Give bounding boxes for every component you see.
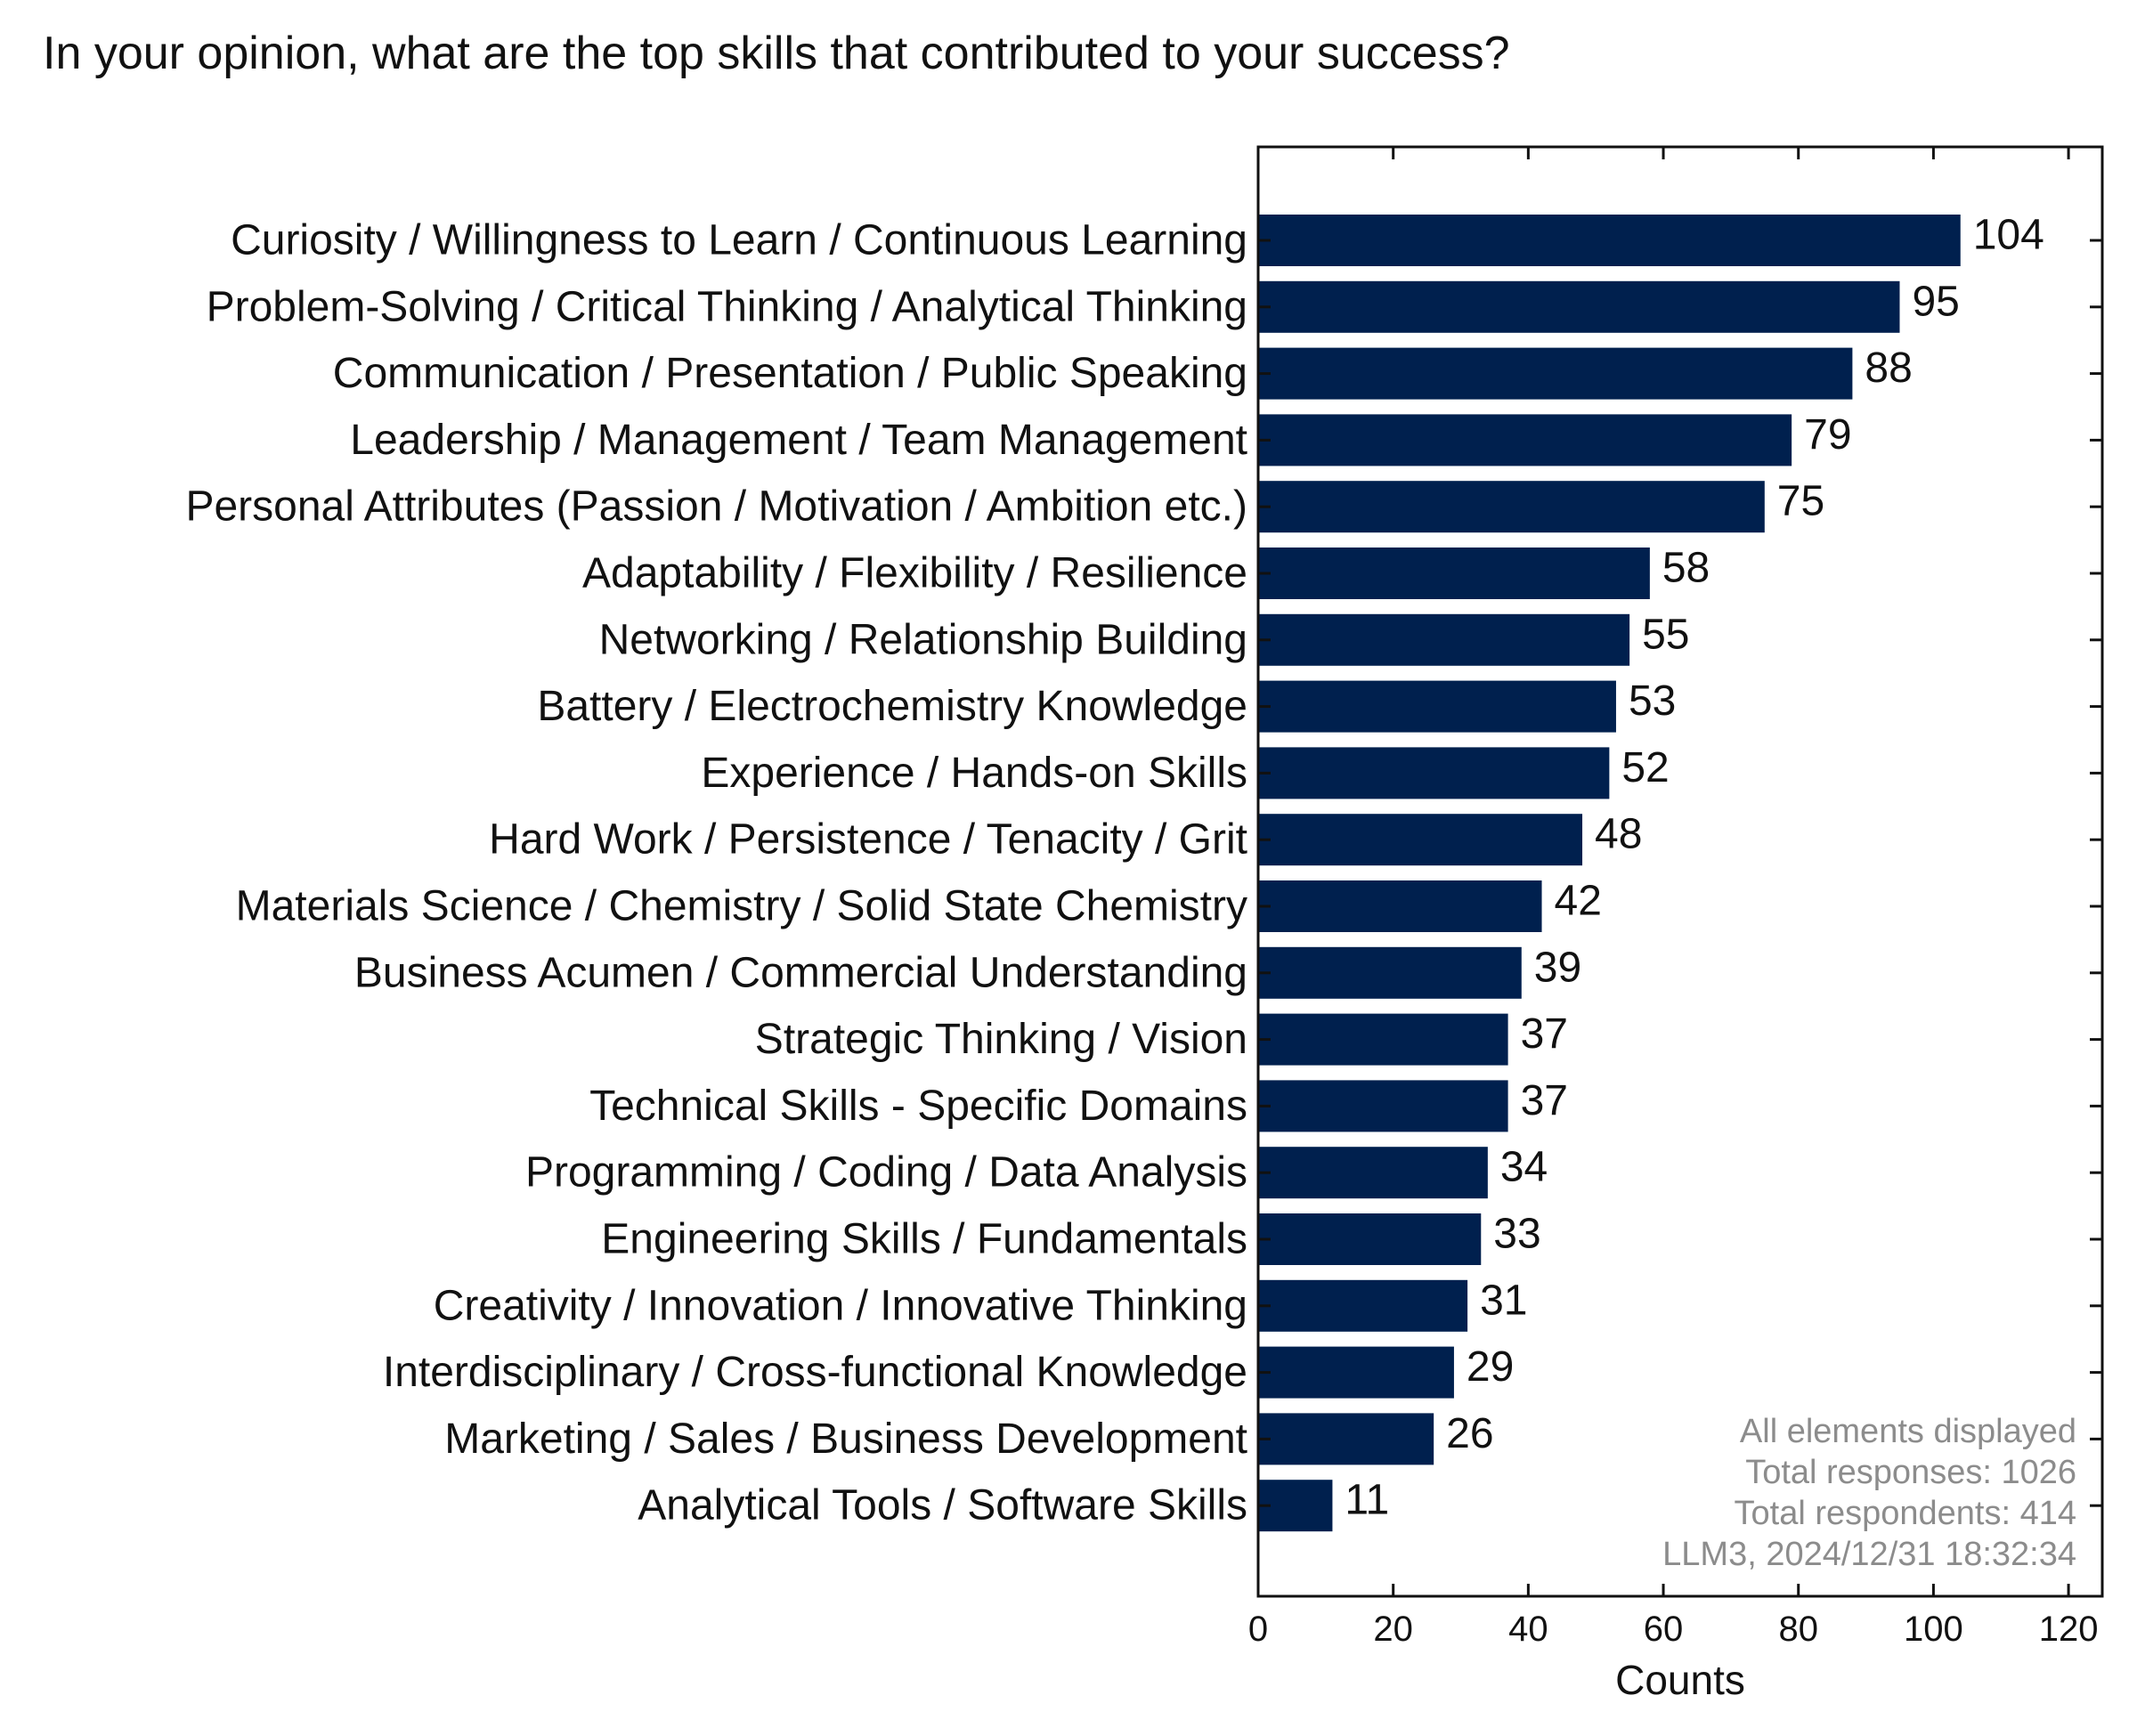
value-label: 29 xyxy=(1467,1343,1514,1391)
value-label: 37 xyxy=(1521,1010,1568,1058)
category-label: Business Acumen / Commercial Understandi… xyxy=(354,949,1247,996)
bar xyxy=(1258,548,1650,599)
category-label: Battery / Electrochemistry Knowledge xyxy=(537,683,1247,730)
chart-title: In your opinion, what are the top skills… xyxy=(43,28,1510,79)
bar xyxy=(1258,481,1765,533)
category-labels: Curiosity / Willingness to Learn / Conti… xyxy=(185,217,1247,1529)
bar xyxy=(1258,347,1853,400)
category-label: Technical Skills - Specific Domains xyxy=(589,1083,1247,1130)
category-label: Curiosity / Willingness to Learn / Conti… xyxy=(231,217,1247,264)
bar xyxy=(1258,280,1900,333)
category-label: Analytical Tools / Software Skills xyxy=(638,1482,1247,1529)
category-label: Interdisciplinary / Cross-functional Kno… xyxy=(383,1349,1247,1396)
value-label: 37 xyxy=(1521,1077,1568,1124)
x-tick-label: 0 xyxy=(1248,1610,1268,1649)
x-tick-label: 20 xyxy=(1373,1610,1413,1649)
bar xyxy=(1258,680,1616,733)
value-label: 79 xyxy=(1804,411,1851,458)
value-label: 26 xyxy=(1446,1410,1493,1457)
bar xyxy=(1258,215,1961,266)
value-label: 39 xyxy=(1534,944,1581,991)
bar xyxy=(1258,613,1630,666)
x-tick-label: 40 xyxy=(1508,1610,1548,1649)
x-tick-label: 80 xyxy=(1778,1610,1818,1649)
value-label: 104 xyxy=(1973,212,2044,259)
category-label: Marketing / Sales / Business Development xyxy=(444,1416,1247,1463)
bar xyxy=(1258,946,1522,999)
x-axis-title: Counts xyxy=(1615,1657,1745,1703)
value-label: 42 xyxy=(1555,878,1602,925)
bar xyxy=(1258,1213,1482,1265)
value-label: 53 xyxy=(1629,677,1676,725)
value-label: 55 xyxy=(1642,611,1689,658)
category-label: Hard Work / Persistence / Tenacity / Gri… xyxy=(489,816,1247,864)
value-label: 75 xyxy=(1777,478,1824,525)
x-tick-label: 100 xyxy=(1904,1610,1963,1649)
summary-note-line: LLM3, 2024/12/31 18:32:34 xyxy=(1662,1536,2076,1573)
x-tick-label: 120 xyxy=(2039,1610,2099,1649)
value-label: 11 xyxy=(1345,1477,1389,1524)
category-label: Networking / Relationship Building xyxy=(599,616,1247,663)
x-tick-label: 60 xyxy=(1644,1610,1684,1649)
summary-note-line: Total respondents: 414 xyxy=(1735,1495,2077,1532)
category-label: Programming / Coding / Data Analysis xyxy=(525,1149,1247,1197)
category-label: Communication / Presentation / Public Sp… xyxy=(333,350,1247,397)
plot-frame xyxy=(1256,145,2104,1598)
category-label: Leadership / Management / Team Managemen… xyxy=(350,417,1247,464)
bar xyxy=(1258,1147,1488,1199)
summary-note-line: All elements displayed xyxy=(1740,1413,2076,1450)
category-label: Engineering Skills / Fundamentals xyxy=(601,1216,1247,1263)
bar xyxy=(1258,1080,1508,1132)
value-label: 31 xyxy=(1480,1277,1527,1324)
bar xyxy=(1258,1279,1468,1332)
bar xyxy=(1258,747,1610,799)
value-label: 48 xyxy=(1595,811,1642,858)
bar xyxy=(1258,880,1542,932)
category-label: Personal Attributes (Passion / Motivatio… xyxy=(185,483,1247,531)
category-label: Adaptability / Flexibility / Resilience xyxy=(582,550,1247,597)
bars-layer xyxy=(1258,215,1961,1532)
value-label: 34 xyxy=(1500,1144,1548,1191)
bar xyxy=(1258,814,1583,866)
value-label: 58 xyxy=(1662,545,1710,592)
value-label: 33 xyxy=(1493,1211,1540,1258)
bar xyxy=(1258,414,1792,466)
value-label: 95 xyxy=(1912,278,1959,325)
axis-ticks: 0 20 40 60 80 100 120 xyxy=(1248,147,2102,1649)
category-label: Materials Science / Chemistry / Solid St… xyxy=(236,883,1247,930)
category-label: Strategic Thinking / Vision xyxy=(755,1016,1247,1063)
bar xyxy=(1258,1413,1434,1465)
bar xyxy=(1258,1013,1508,1066)
value-label: 88 xyxy=(1865,345,1912,392)
category-label: Creativity / Innovation / Innovative Thi… xyxy=(434,1282,1247,1329)
bar xyxy=(1258,1346,1454,1399)
category-label: Problem-Solving / Critical Thinking / An… xyxy=(207,283,1247,330)
category-label: Experience / Hands-on Skills xyxy=(701,750,1247,797)
summary-note-line: Total responses: 1026 xyxy=(1745,1454,2076,1491)
summary-note: All elements displayed Total responses: 1… xyxy=(1662,1413,2076,1573)
value-label: 52 xyxy=(1621,744,1669,791)
